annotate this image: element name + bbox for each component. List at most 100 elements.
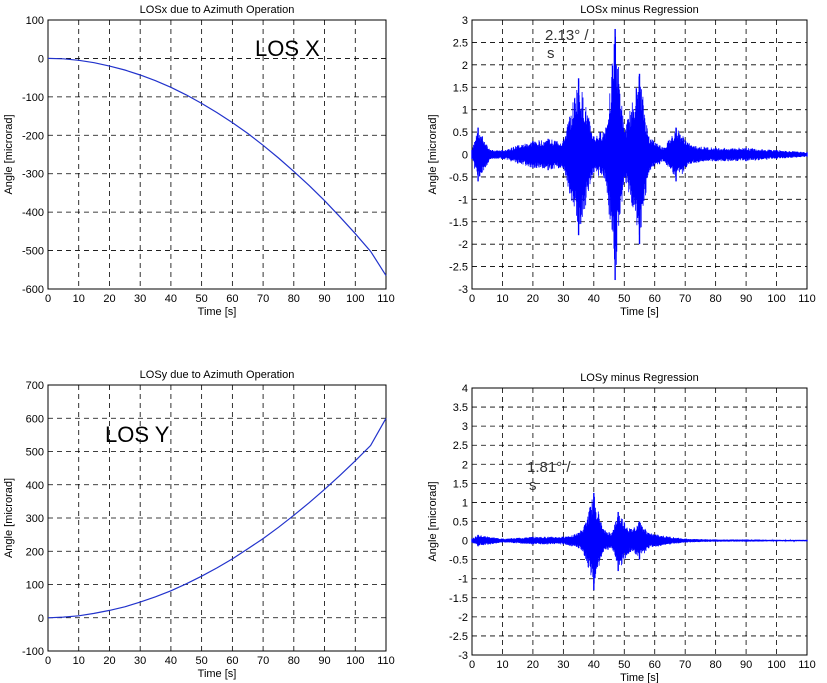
y-tick-label: -2	[458, 612, 468, 624]
x-tick-label: 40	[588, 293, 600, 305]
y-tick-label: -1	[458, 574, 468, 586]
y-tick-label: 2	[462, 459, 468, 471]
chart-losy: 0 10 20 30 40 50 60 70 80 90 100 110 700 600 500 400 300…	[3, 369, 395, 680]
y-tick-label: -400	[22, 207, 44, 219]
x-tick-label: 60	[649, 293, 661, 305]
x-tick-label: 110	[798, 293, 816, 305]
plot-frame	[47, 19, 387, 290]
rate-annotation: 1.81° /	[527, 459, 571, 476]
y-tick-label: 1	[462, 105, 468, 117]
y-tick-label: -1.5	[449, 217, 468, 229]
x-tick-label: 80	[710, 659, 722, 671]
x-tick-label: 40	[165, 655, 177, 667]
y-axis-label: Angle [microrad]	[427, 481, 439, 561]
y-tick-label: -100	[22, 92, 44, 104]
y-tick-label: -600	[22, 284, 44, 296]
x-tick-label: 70	[257, 655, 269, 667]
x-tick-label: 80	[710, 293, 722, 305]
x-tick-label: 10	[73, 293, 85, 305]
x-tick-label: 20	[103, 293, 115, 305]
y-tick-label: -200	[22, 130, 44, 142]
x-axis-label: Time [s]	[620, 672, 659, 683]
x-tick-label: 50	[196, 293, 208, 305]
y-tick-label: 3	[462, 421, 468, 433]
y-tick-label: 2.5	[453, 37, 468, 49]
x-tick-label: 20	[527, 293, 539, 305]
x-tick-label: 70	[257, 293, 269, 305]
y-tick-label: -1.5	[449, 593, 468, 605]
y-tick-label: 2.5	[453, 440, 468, 452]
y-tick-label: -500	[22, 246, 44, 258]
rate-annotation-unit: s	[547, 45, 555, 62]
chart-losx_res: 0 10 20 30 40 50 60 70 80 90 100 110 3 2.5 2 1.5 1 0.5 0 -0…	[427, 4, 816, 318]
x-tick-label: 0	[45, 655, 51, 667]
y-tick-label: 0	[462, 536, 468, 548]
y-tick-label: -2.5	[449, 262, 468, 274]
y-tick-label: -100	[22, 646, 44, 658]
plot-annotation: LOS Y	[105, 422, 170, 447]
y-tick-label: 2	[462, 60, 468, 72]
x-tick-label: 100	[767, 659, 785, 671]
x-tick-label: 80	[288, 655, 300, 667]
y-axis-label: Angle [microrad]	[427, 114, 439, 194]
x-tick-label: 90	[740, 659, 752, 671]
x-tick-label: 100	[346, 293, 364, 305]
rate-annotation-unit: s	[529, 477, 537, 494]
x-tick-label: 60	[226, 293, 238, 305]
x-tick-label: 20	[527, 659, 539, 671]
x-tick-label: 20	[103, 655, 115, 667]
x-tick-label: 40	[165, 293, 177, 305]
y-tick-label: -300	[22, 169, 44, 181]
y-tick-label: 3.5	[453, 402, 468, 414]
x-tick-label: 0	[45, 293, 51, 305]
x-tick-label: 30	[134, 655, 146, 667]
x-tick-label: 70	[679, 293, 691, 305]
x-axis-label: Time [s]	[620, 306, 659, 318]
x-tick-label: 110	[377, 655, 395, 667]
x-tick-label: 0	[469, 659, 475, 671]
series-line	[47, 57, 387, 276]
x-tick-label: 60	[226, 655, 238, 667]
y-tick-label: -2	[458, 239, 468, 251]
x-tick-label: 50	[618, 659, 630, 671]
x-tick-label: 30	[134, 293, 146, 305]
y-tick-label: 300	[26, 513, 44, 525]
x-tick-label: 50	[196, 655, 208, 667]
chart-losy_res: 0 10 20 30 40 50 60 70 80 90 100 110 4 3.5 3 2.5 2 1.5 1 0.…	[427, 372, 816, 683]
y-tick-label: -3	[458, 650, 468, 662]
y-tick-label: 500	[26, 447, 44, 459]
x-axis-label: Time [s]	[198, 668, 237, 680]
x-tick-label: 60	[649, 659, 661, 671]
y-tick-label: 100	[26, 580, 44, 592]
y-tick-label: 700	[26, 380, 44, 392]
x-tick-label: 30	[557, 293, 569, 305]
x-tick-label: 50	[618, 293, 630, 305]
x-tick-label: 10	[496, 293, 508, 305]
chart-title: LOSx minus Regression	[580, 4, 699, 16]
x-tick-label: 30	[557, 659, 569, 671]
y-tick-label: 1	[462, 497, 468, 509]
chart-title: LOSy due to Azimuth Operation	[140, 369, 295, 381]
chart-losx: 0 10 20 30 40 50 60 70 80 90 100 110 100 0 -100 -200 -30…	[3, 4, 395, 318]
x-tick-label: 100	[346, 655, 364, 667]
x-tick-label: 40	[588, 659, 600, 671]
chart-title: LOSx due to Azimuth Operation	[140, 4, 295, 16]
y-tick-label: 100	[26, 15, 44, 27]
x-tick-label: 10	[496, 659, 508, 671]
y-tick-label: 600	[26, 413, 44, 425]
y-tick-label: 0.5	[453, 127, 468, 139]
x-tick-label: 90	[318, 293, 330, 305]
y-tick-label: 0	[38, 53, 44, 65]
y-tick-label: 1.5	[453, 82, 468, 94]
series-line	[47, 418, 387, 619]
y-tick-label: 0	[38, 613, 44, 625]
x-tick-label: 70	[679, 659, 691, 671]
x-tick-label: 10	[73, 655, 85, 667]
y-tick-label: 4	[462, 383, 468, 395]
y-tick-label: 400	[26, 480, 44, 492]
chart-title: LOSy minus Regression	[580, 372, 699, 384]
y-tick-label: 3	[462, 15, 468, 27]
y-tick-label: 0.5	[453, 517, 468, 529]
x-tick-label: 0	[469, 293, 475, 305]
